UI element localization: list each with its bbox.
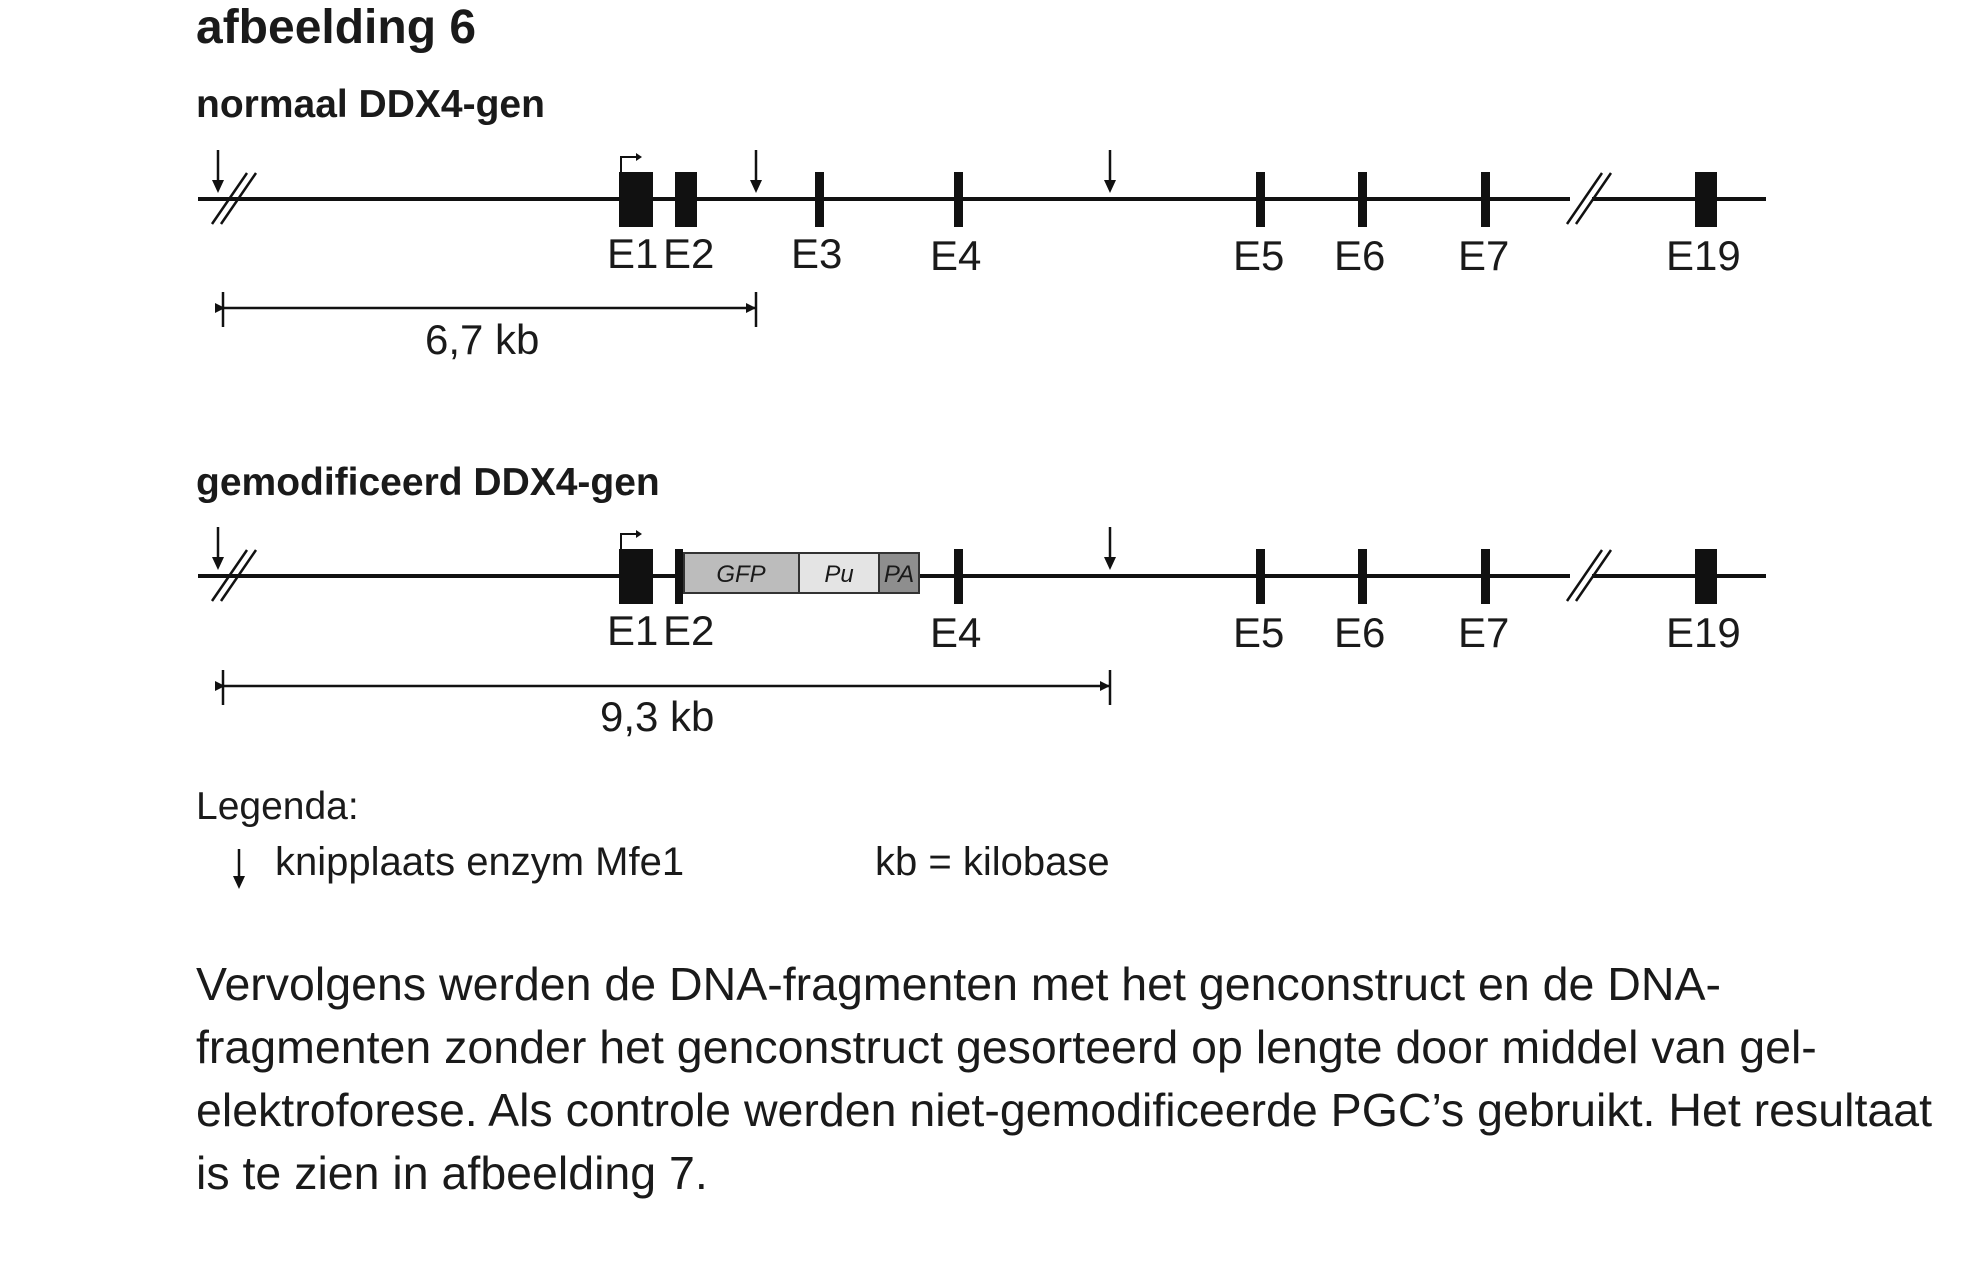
modified-gene-title: gemodificeerd DDX4-gen [196, 461, 660, 504]
break-mark [210, 172, 258, 225]
exon-e2 [675, 172, 697, 227]
gene-construct: GFP Pu PA [683, 552, 920, 594]
body-paragraph: Vervolgens werden de DNA-fragmenten met … [196, 958, 1933, 1199]
exon-e4 [954, 172, 963, 227]
exon-label: E4 [930, 232, 981, 279]
cut-site-arrow-icon [212, 150, 224, 193]
modified-gene-track: GFP Pu PA E1 E2 E4 E5 E6 E7 E19 [198, 527, 1766, 656]
exon-e2 [675, 549, 683, 604]
exon-label: E7 [1458, 232, 1509, 279]
exon-label: E1 [607, 230, 658, 277]
exon-label: E3 [791, 230, 842, 277]
exon-e5 [1256, 549, 1265, 604]
exon-e7 [1481, 549, 1490, 604]
normal-gene-track: E1 E2 E3 E4 E5 E6 E7 E19 [198, 150, 1766, 279]
figure-title: afbeelding 6 [196, 1, 476, 54]
cut-site-arrow-icon [212, 527, 224, 570]
exon-e5 [1256, 172, 1265, 227]
exon-label: E19 [1666, 609, 1741, 656]
exon-e1 [619, 549, 653, 604]
exon-label: E5 [1233, 609, 1284, 656]
exon-label: E6 [1334, 609, 1385, 656]
exon-e19 [1695, 172, 1717, 227]
construct-pu-box [798, 552, 880, 594]
break-mark [1565, 549, 1613, 602]
exon-e19 [1695, 549, 1717, 604]
exon-label: E2 [663, 607, 714, 654]
exon-label: E4 [930, 609, 981, 656]
exon-e1 [619, 172, 653, 227]
exon-e7 [1481, 172, 1490, 227]
construct-label: GFP [716, 561, 765, 588]
fragment-size-indicator [215, 670, 1112, 705]
cut-site-arrow-icon [750, 150, 762, 193]
break-mark [1565, 172, 1613, 225]
fragment-size-label: 6,7 kb [425, 316, 539, 363]
exon-label: E1 [607, 607, 658, 654]
exon-label: E5 [1233, 232, 1284, 279]
fragment-size-indicator [215, 292, 758, 327]
transcription-start-icon [620, 533, 638, 549]
transcription-start-icon [620, 156, 638, 172]
gene-diagram-figure: afbeelding 6 normaal DDX4-gen [196, 1, 1766, 889]
exon-e3 [815, 172, 824, 227]
exon-e6 [1358, 549, 1367, 604]
construct-label: PA [884, 561, 914, 588]
cut-site-arrow-icon [1104, 150, 1116, 193]
construct-pa-box [878, 552, 920, 594]
exon-e6 [1358, 172, 1367, 227]
construct-label: Pu [824, 561, 853, 588]
fragment-size-label: 9,3 kb [600, 693, 714, 740]
legend: Legenda: knipplaats enzym Mfe1 kb = kilo… [196, 785, 1110, 889]
exon-label: E19 [1666, 232, 1741, 279]
exon-label: E7 [1458, 609, 1509, 656]
legend-kb-text: kb = kilobase [875, 840, 1110, 884]
cut-site-arrow-icon [233, 849, 245, 889]
cut-site-arrow-icon [1104, 527, 1116, 570]
normal-gene-title: normaal DDX4-gen [196, 83, 545, 126]
break-mark [210, 549, 258, 602]
legend-title: Legenda: [196, 785, 359, 828]
exon-label: E6 [1334, 232, 1385, 279]
legend-cut-site-text: knipplaats enzym Mfe1 [275, 840, 684, 884]
exon-e4 [954, 549, 963, 604]
exon-label: E2 [663, 230, 714, 277]
